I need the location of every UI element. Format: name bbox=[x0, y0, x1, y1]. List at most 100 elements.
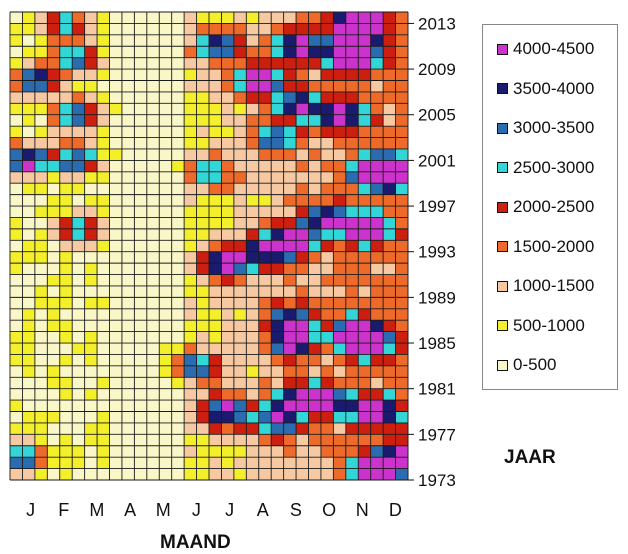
heatmap-cell bbox=[72, 354, 86, 367]
heatmap-cell bbox=[196, 365, 210, 378]
heatmap-cell bbox=[146, 377, 160, 390]
heatmap-cell bbox=[383, 148, 396, 161]
heatmap-cell bbox=[47, 320, 61, 333]
heatmap-cell bbox=[134, 365, 148, 378]
heatmap-cell bbox=[97, 80, 110, 93]
heatmap-cell bbox=[22, 57, 36, 70]
heatmap-cell bbox=[333, 297, 347, 310]
heatmap-cell bbox=[34, 12, 48, 24]
heatmap-cell bbox=[184, 69, 197, 81]
heatmap-cell bbox=[196, 34, 210, 47]
heatmap-cell bbox=[97, 445, 110, 458]
heatmap-cell bbox=[383, 12, 396, 24]
heatmap-cell bbox=[47, 377, 61, 390]
heatmap-cell bbox=[159, 274, 173, 287]
heatmap-cell bbox=[246, 445, 260, 458]
heatmap-cell bbox=[47, 69, 61, 81]
heatmap-cell bbox=[221, 114, 235, 127]
heatmap-cell bbox=[121, 434, 135, 447]
heatmap-cell bbox=[246, 148, 260, 161]
heatmap-cell bbox=[246, 457, 260, 469]
grid bbox=[9, 11, 409, 481]
heatmap-cell bbox=[358, 69, 372, 81]
heatmap-cell bbox=[97, 434, 110, 447]
heatmap-cell bbox=[271, 308, 285, 321]
heatmap-cell bbox=[395, 445, 409, 458]
heatmap-cell bbox=[246, 468, 260, 481]
heatmap-cell bbox=[258, 23, 272, 36]
heatmap-cell bbox=[258, 137, 272, 150]
heatmap-cell bbox=[209, 91, 222, 104]
heatmap-cell bbox=[59, 103, 73, 116]
heatmap-cell bbox=[308, 365, 322, 378]
heatmap-cell bbox=[34, 251, 48, 264]
heatmap-cell bbox=[121, 365, 135, 378]
heatmap-cell bbox=[196, 114, 210, 127]
heatmap-cell bbox=[296, 206, 309, 218]
heatmap-cell bbox=[22, 171, 36, 184]
heatmap-cell bbox=[134, 57, 148, 70]
heatmap-cell bbox=[121, 46, 135, 59]
heatmap-cell bbox=[121, 308, 135, 321]
heatmap-cell bbox=[209, 240, 222, 253]
heatmap-cell bbox=[333, 320, 347, 333]
x-tick-label: J bbox=[26, 500, 35, 520]
heatmap-cell bbox=[121, 126, 135, 138]
heatmap-cell bbox=[246, 23, 260, 36]
heatmap-cell bbox=[196, 46, 210, 59]
heatmap-cell bbox=[308, 388, 322, 401]
heatmap-cell bbox=[59, 354, 73, 367]
heatmap-cell bbox=[146, 285, 160, 298]
heatmap-cell bbox=[146, 422, 160, 435]
heatmap-cell bbox=[72, 388, 86, 401]
heatmap-cell bbox=[395, 171, 409, 184]
heatmap-cell bbox=[209, 148, 222, 161]
heatmap-cell bbox=[84, 434, 98, 447]
heatmap-cell bbox=[146, 217, 160, 230]
heatmap-cell bbox=[333, 285, 347, 298]
heatmap-cell bbox=[221, 103, 235, 116]
heatmap-cell bbox=[47, 126, 61, 138]
heatmap-cell bbox=[159, 320, 173, 333]
heatmap-cell bbox=[358, 148, 372, 161]
heatmap-cell bbox=[271, 468, 285, 481]
heatmap-cell bbox=[271, 320, 285, 333]
heatmap-cell bbox=[72, 114, 86, 127]
x-tick-label: F bbox=[58, 500, 69, 520]
heatmap-cell bbox=[121, 23, 135, 36]
heatmap-cell bbox=[184, 240, 197, 253]
heatmap-cell bbox=[333, 240, 347, 253]
heatmap-cell bbox=[308, 80, 322, 93]
heatmap-cell bbox=[320, 308, 334, 321]
heatmap-cell bbox=[171, 80, 185, 93]
heatmap-cell bbox=[383, 343, 396, 355]
heatmap-cell bbox=[109, 240, 123, 253]
heatmap-cell bbox=[47, 217, 61, 230]
heatmap-cell bbox=[358, 251, 372, 264]
heatmap-cell bbox=[233, 320, 247, 333]
heatmap-cell bbox=[134, 308, 148, 321]
heatmap-cell bbox=[72, 171, 86, 184]
heatmap-cell bbox=[22, 34, 36, 47]
heatmap-cell bbox=[109, 228, 123, 241]
heatmap-cell bbox=[134, 160, 148, 173]
heatmap-cell bbox=[72, 194, 86, 207]
heatmap-cell bbox=[47, 148, 61, 161]
heatmap-cell bbox=[171, 206, 185, 218]
heatmap-cell bbox=[171, 57, 185, 70]
heatmap-cell bbox=[358, 445, 372, 458]
heatmap-cell bbox=[209, 308, 222, 321]
heatmap-cell bbox=[59, 308, 73, 321]
heatmap-cell bbox=[246, 34, 260, 47]
heatmap-cell bbox=[209, 388, 222, 401]
heatmap-cell bbox=[358, 23, 372, 36]
heatmap-cell bbox=[395, 148, 409, 161]
heatmap-cell bbox=[22, 365, 36, 378]
heatmap-cell bbox=[59, 137, 73, 150]
heatmap-cell bbox=[134, 126, 148, 138]
x-tick-label: A bbox=[257, 500, 269, 520]
heatmap-cell bbox=[209, 183, 222, 196]
heatmap-cell bbox=[233, 114, 247, 127]
heatmap-cell bbox=[395, 160, 409, 173]
heatmap-cell bbox=[146, 228, 160, 241]
